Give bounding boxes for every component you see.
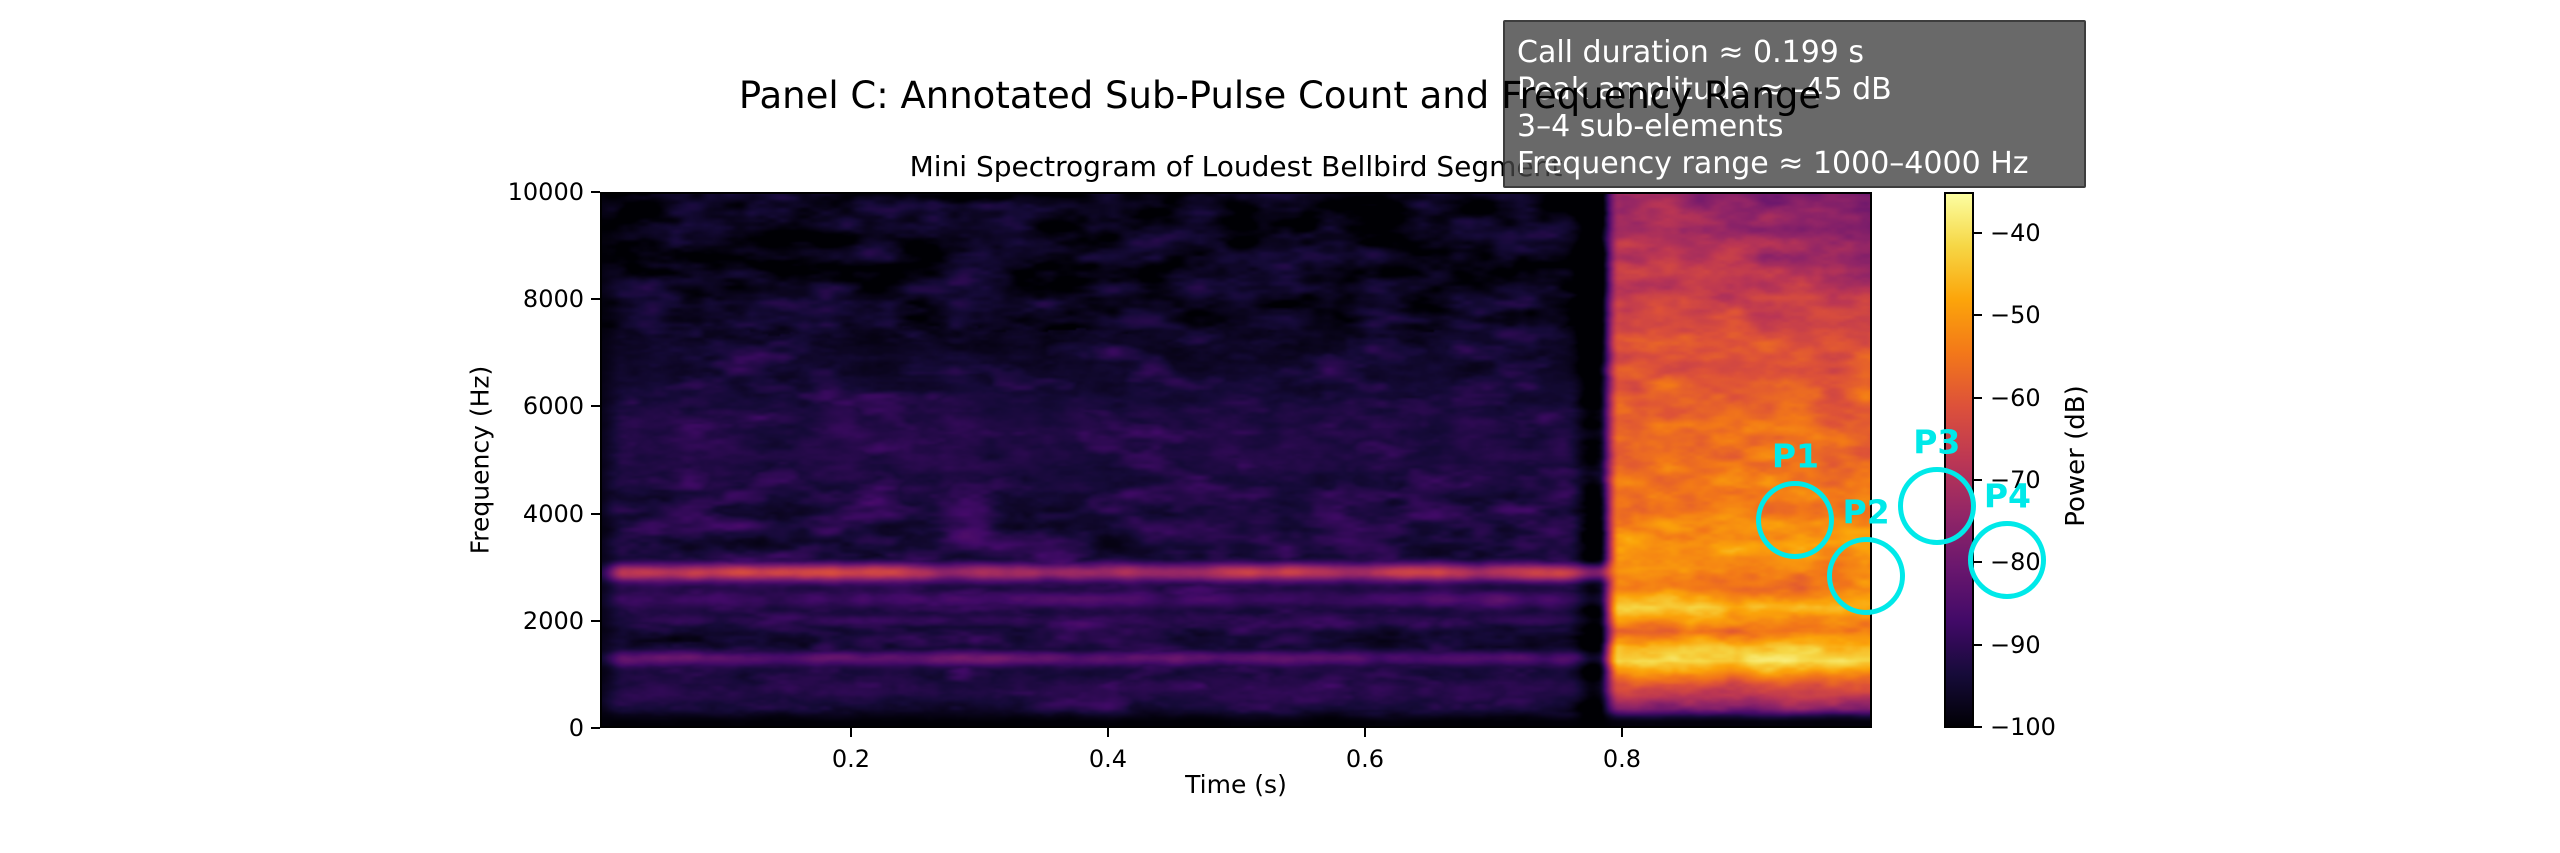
x-tick-label: 0.4 xyxy=(1088,745,1128,773)
annotation-line-call-duration: Call duration ≈ 0.199 s xyxy=(1517,35,1865,70)
colorbar-tick-label: −90 xyxy=(1990,631,2041,659)
y-tick-mark xyxy=(591,191,600,193)
x-tick-mark xyxy=(1364,728,1366,737)
colorbar-tick-label: −60 xyxy=(1990,384,2041,412)
y-tick-mark xyxy=(591,298,600,300)
x-tick-label: 0.6 xyxy=(1345,745,1385,773)
x-tick-label: 0.8 xyxy=(1602,745,1642,773)
sub-pulse-circle-p3 xyxy=(1897,467,1976,546)
y-tick-mark xyxy=(591,513,600,515)
x-tick-mark xyxy=(850,728,852,737)
x-tick-mark xyxy=(1107,728,1109,737)
colorbar-tick-mark xyxy=(1974,726,1982,728)
annotation-box: Call duration ≈ 0.199 s Peak amplitude ≈… xyxy=(1503,20,2086,188)
colorbar-tick-mark xyxy=(1974,644,1982,646)
x-tick-label: 0.2 xyxy=(831,745,871,773)
sub-pulse-label-p2: P2 xyxy=(1842,492,1890,532)
colorbar-tick-label: −70 xyxy=(1990,466,2041,494)
sub-pulse-circle-p1 xyxy=(1756,481,1835,560)
figure-title: Panel C: Annotated Sub-Pulse Count and F… xyxy=(738,74,1822,117)
colorbar-tick-mark xyxy=(1974,397,1982,399)
sub-pulse-label-p3: P3 xyxy=(1913,422,1961,462)
colorbar-axis-label: Power (dB) xyxy=(2061,385,2091,527)
colorbar-tick-mark xyxy=(1974,314,1982,316)
annotation-line-sub-elements: 3–4 sub-elements xyxy=(1517,109,1784,144)
y-tick-mark xyxy=(591,620,600,622)
y-tick-label: 8000 xyxy=(522,285,584,313)
y-tick-label: 6000 xyxy=(522,392,584,420)
y-axis-label: Frequency (Hz) xyxy=(465,365,495,555)
sub-pulse-circle-p4 xyxy=(1968,521,2047,600)
y-tick-mark xyxy=(591,727,600,729)
x-axis-label: Time (s) xyxy=(1185,770,1287,799)
x-tick-mark xyxy=(1621,728,1623,737)
axes-title: Mini Spectrogram of Loudest Bellbird Seg… xyxy=(909,150,1563,183)
colorbar-tick-label: −50 xyxy=(1990,301,2041,329)
y-tick-label: 4000 xyxy=(522,500,584,528)
sub-pulse-circle-p2 xyxy=(1827,536,1906,615)
annotation-line-frequency-range: Frequency range ≈ 1000–4000 Hz xyxy=(1517,146,2029,181)
y-tick-label: 0 xyxy=(568,714,584,742)
spectrogram-heatmap xyxy=(600,192,1872,728)
annotation-line-peak-amplitude: Peak amplitude ≈ -45 dB xyxy=(1517,72,1892,107)
colorbar-tick-mark xyxy=(1974,232,1982,234)
colorbar-tick-label: −100 xyxy=(1990,713,2056,741)
colorbar-gradient xyxy=(1944,192,1974,728)
y-tick-mark xyxy=(591,405,600,407)
colorbar-tick-mark xyxy=(1974,479,1982,481)
y-tick-label: 2000 xyxy=(522,607,584,635)
sub-pulse-label-p4: P4 xyxy=(1983,476,2032,516)
y-tick-label: 10000 xyxy=(507,178,584,206)
sub-pulse-label-p1: P1 xyxy=(1771,436,1819,476)
colorbar-tick-label: −40 xyxy=(1990,219,2041,247)
